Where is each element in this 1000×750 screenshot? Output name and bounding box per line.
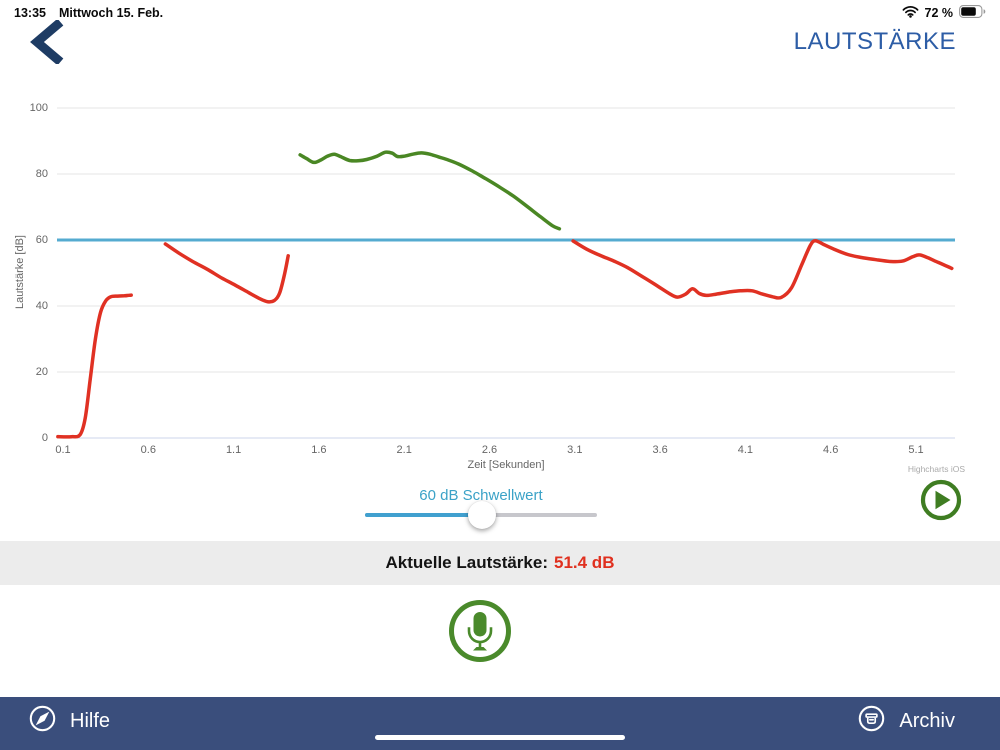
loudness-trace-segment [163, 242, 290, 304]
loudness-trace-segment [56, 293, 133, 439]
current-level-label: Aktuelle Lautstärke: [385, 553, 549, 572]
loudness-trace-segment [571, 238, 954, 300]
x-tick-label: 3.1 [567, 444, 583, 456]
help-label: Hilfe [70, 709, 111, 732]
wifi-icon [902, 5, 919, 21]
status-date: Mittwoch 15. Feb. [58, 6, 164, 20]
x-tick-label: 2.1 [396, 444, 412, 456]
x-tick-label: 0.6 [140, 444, 156, 456]
loudness-trace-segment [298, 150, 562, 231]
status-bar: 13:35 Mittwoch 15. Feb. 72 % [0, 0, 1000, 24]
play-icon [919, 479, 963, 525]
current-level-bar: Aktuelle Lautstärke: 51.4 dB [0, 541, 1000, 585]
current-level-value: 51.4 dB [554, 553, 615, 572]
help-button[interactable]: Hilfe [28, 699, 110, 743]
x-tick-label: 1.1 [225, 444, 242, 456]
chart-plot-area [56, 107, 955, 439]
threshold-slider-label: 60 dB Schwellwert [419, 487, 543, 504]
play-button[interactable] [919, 478, 963, 522]
y-tick-label: 0 [41, 432, 48, 444]
archive-label: Archiv [899, 709, 955, 732]
threshold-slider-thumb[interactable] [468, 501, 496, 529]
y-tick-label: 80 [35, 168, 48, 180]
archive-box-icon [857, 704, 886, 739]
y-tick-label: 60 [35, 234, 48, 246]
threshold-slider-fill [365, 513, 482, 517]
y-tick-label: 40 [35, 300, 48, 312]
loudness-chart: 0 20 40 60 80 100 0.1 0.6 1.1 1.6 2.1 2.6 3.1 3.6 4.1… [0, 90, 1000, 521]
x-tick-label: 5.1 [908, 444, 924, 456]
home-indicator[interactable] [375, 735, 625, 740]
x-tick-label: 0.1 [55, 444, 71, 456]
status-time: 13:35 [14, 6, 46, 20]
battery-icon [959, 5, 986, 21]
highcharts-credit[interactable]: Highcharts iOS [907, 464, 965, 474]
y-tick-label: 20 [35, 366, 48, 378]
x-tick-label: 4.6 [823, 444, 839, 456]
x-tick-label: 2.6 [481, 444, 498, 456]
compass-icon [28, 704, 57, 739]
x-axis-title: Zeit [Sekunden] [467, 459, 545, 471]
back-button[interactable] [26, 18, 66, 67]
battery-percent: 72 % [924, 6, 954, 20]
bottom-nav-bar: Hilfe Archiv [0, 697, 1000, 750]
y-tick-label: 100 [29, 102, 48, 114]
x-tick-label: 1.6 [311, 444, 327, 456]
x-tick-label: 4.1 [737, 444, 754, 456]
x-tick-label: 3.6 [652, 444, 668, 456]
chevron-left-icon [26, 18, 66, 67]
archive-button[interactable]: Archiv [857, 699, 955, 743]
page-title: LAUTSTÄRKE [793, 28, 956, 55]
y-axis-title: Lautstärke [dB] [14, 235, 26, 309]
record-mic-button[interactable] [448, 599, 512, 663]
microphone-icon [448, 600, 512, 666]
